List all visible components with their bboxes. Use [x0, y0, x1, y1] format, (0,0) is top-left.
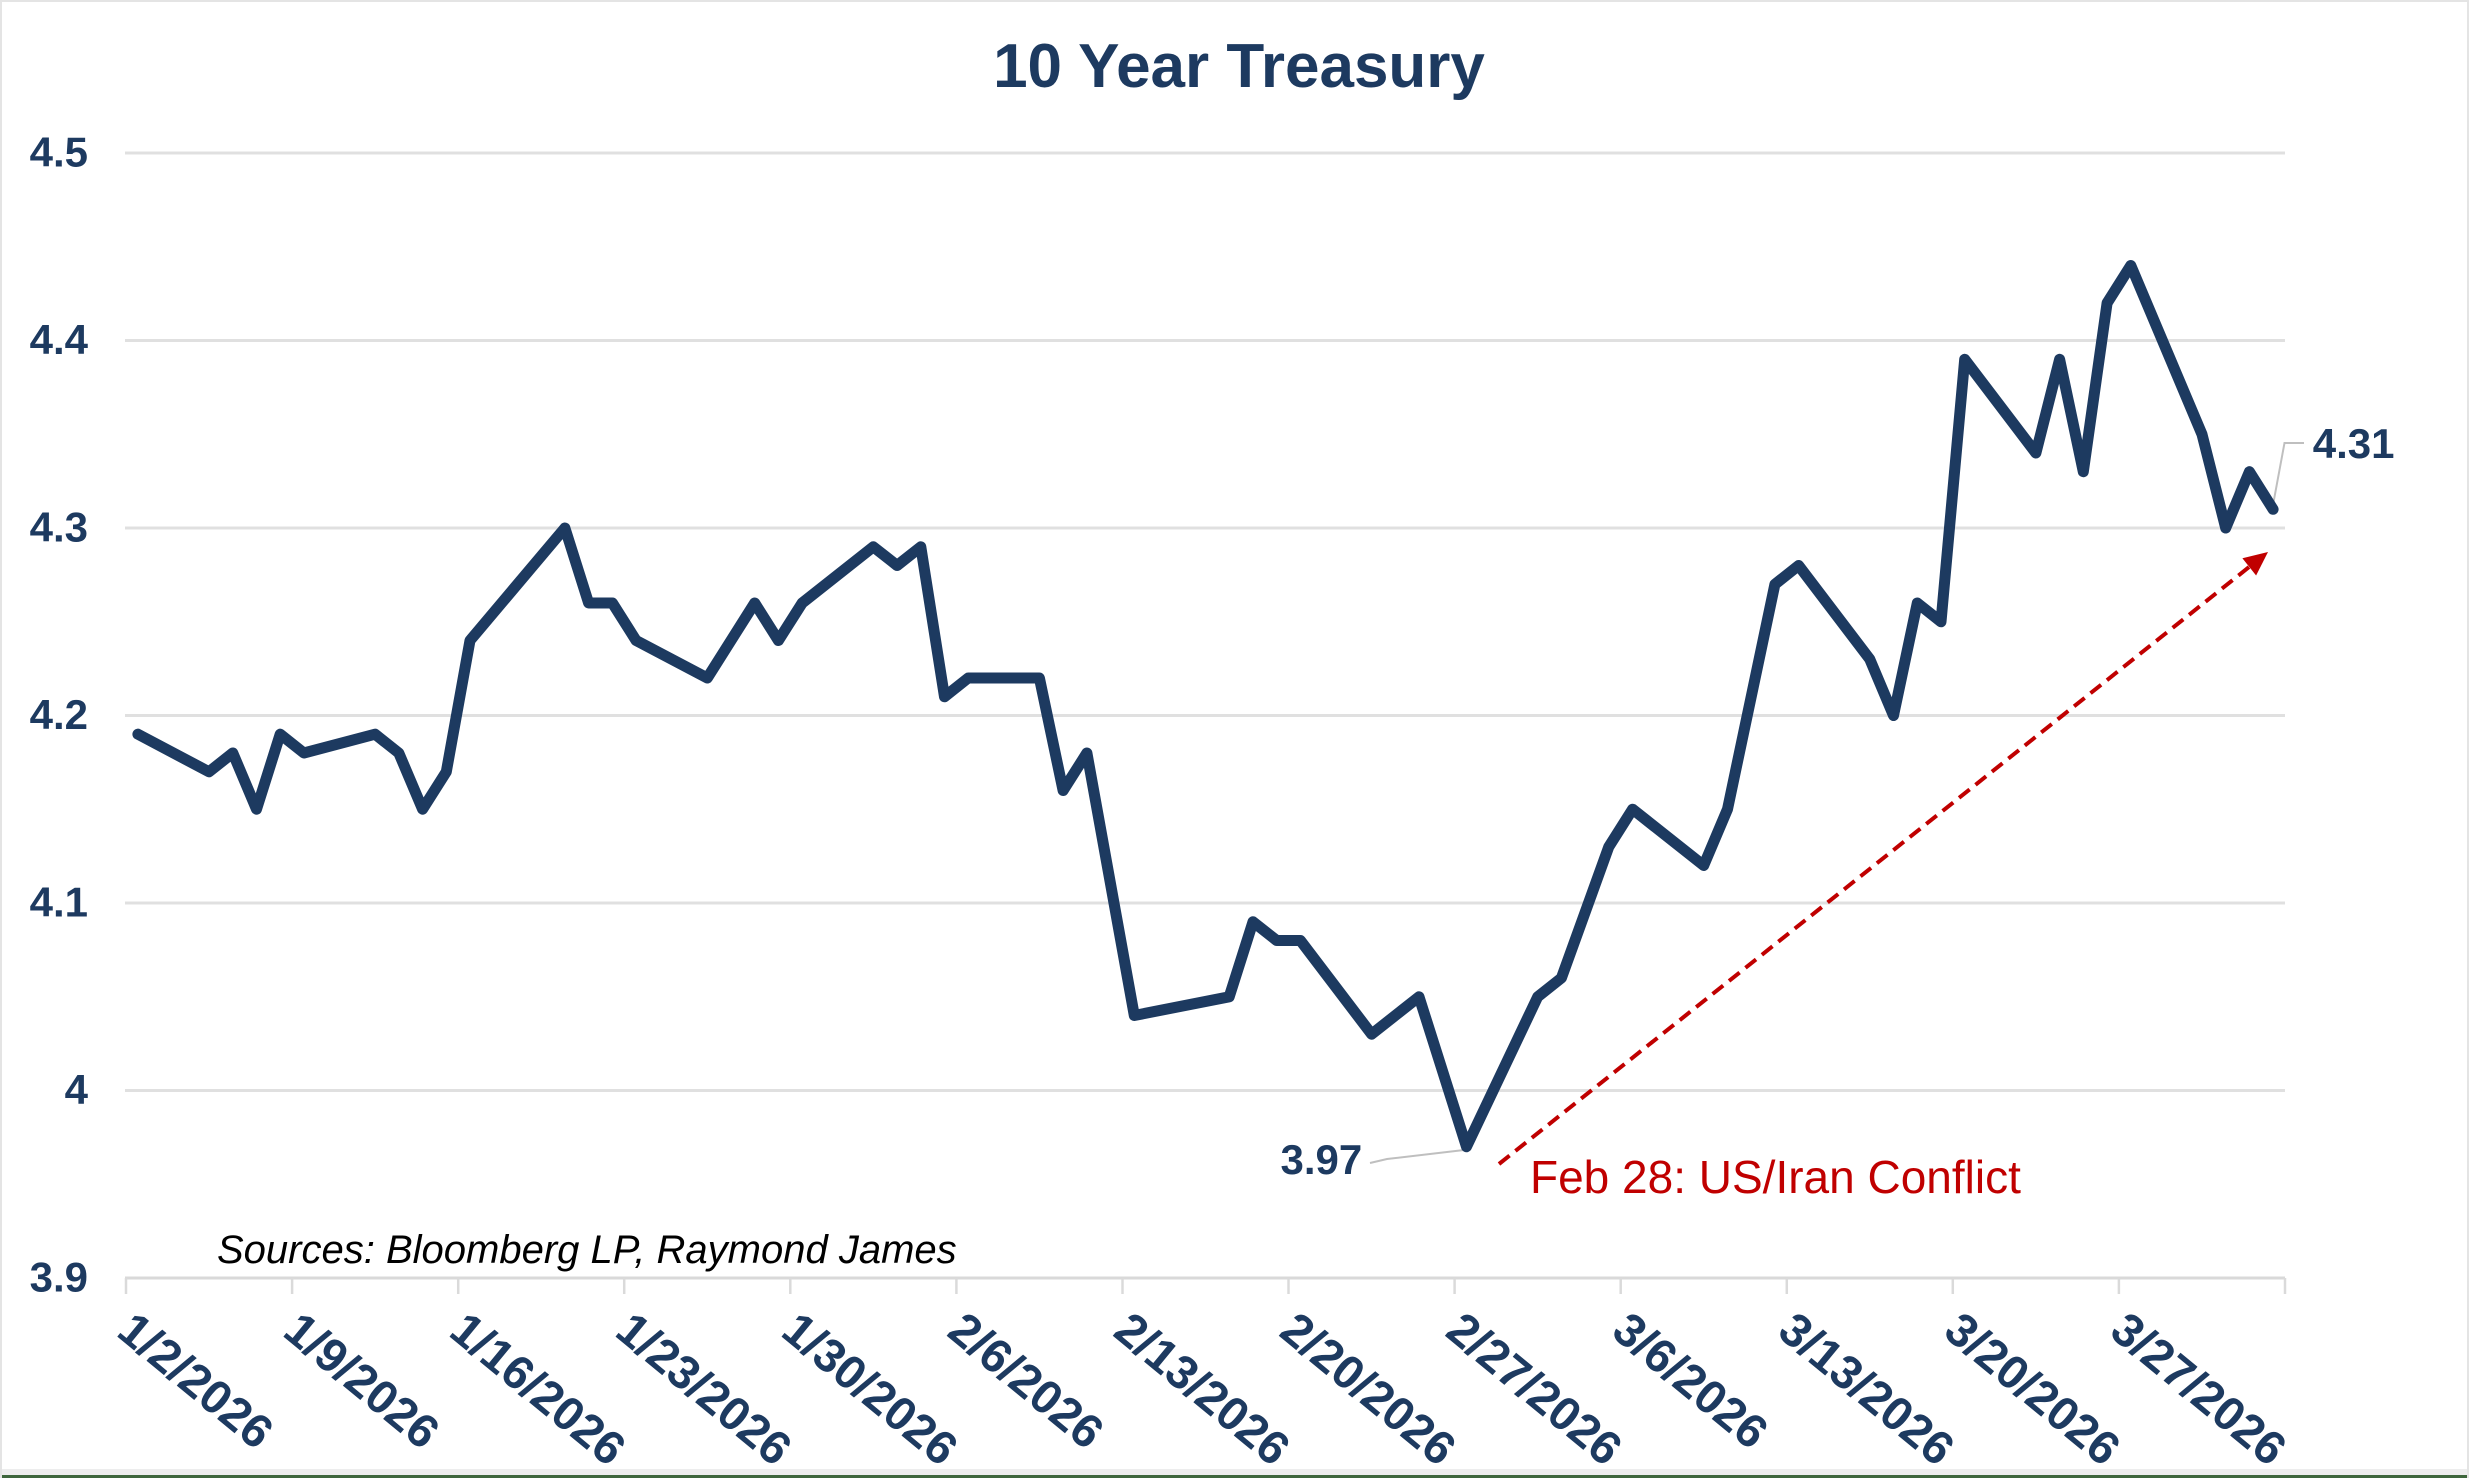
svg-text:4.1: 4.1 [30, 879, 88, 926]
svg-text:2/13/2026: 2/13/2026 [1105, 1302, 1300, 1476]
svg-text:3.9: 3.9 [30, 1254, 88, 1301]
svg-text:3.97: 3.97 [1281, 1136, 1363, 1183]
svg-text:4: 4 [65, 1066, 89, 1113]
svg-text:Sources: Bloomberg LP, Raymond: Sources: Bloomberg LP, Raymond James [217, 1228, 957, 1272]
svg-text:3/27/2026: 3/27/2026 [2102, 1302, 2297, 1476]
svg-text:4.3: 4.3 [30, 504, 88, 551]
svg-text:1/30/2026: 1/30/2026 [773, 1302, 968, 1476]
svg-text:2/27/2026: 2/27/2026 [1437, 1302, 1632, 1476]
svg-text:4.5: 4.5 [30, 129, 88, 176]
svg-text:1/9/2026: 1/9/2026 [275, 1302, 450, 1459]
svg-text:1/16/2026: 1/16/2026 [441, 1302, 636, 1476]
svg-text:4.31: 4.31 [2313, 420, 2395, 467]
svg-text:4.4: 4.4 [30, 316, 89, 363]
svg-text:Feb 28: US/Iran Conflict: Feb 28: US/Iran Conflict [1530, 1151, 2021, 1203]
svg-text:3/13/2026: 3/13/2026 [1769, 1302, 1964, 1476]
svg-text:4.2: 4.2 [30, 691, 88, 738]
svg-text:1/2/2026: 1/2/2026 [109, 1302, 284, 1459]
svg-text:2/20/2026: 2/20/2026 [1271, 1302, 1466, 1476]
svg-text:10 Year Treasury: 10 Year Treasury [993, 32, 1485, 101]
svg-text:3/20/2026: 3/20/2026 [1935, 1302, 2130, 1476]
svg-text:1/23/2026: 1/23/2026 [607, 1302, 802, 1476]
